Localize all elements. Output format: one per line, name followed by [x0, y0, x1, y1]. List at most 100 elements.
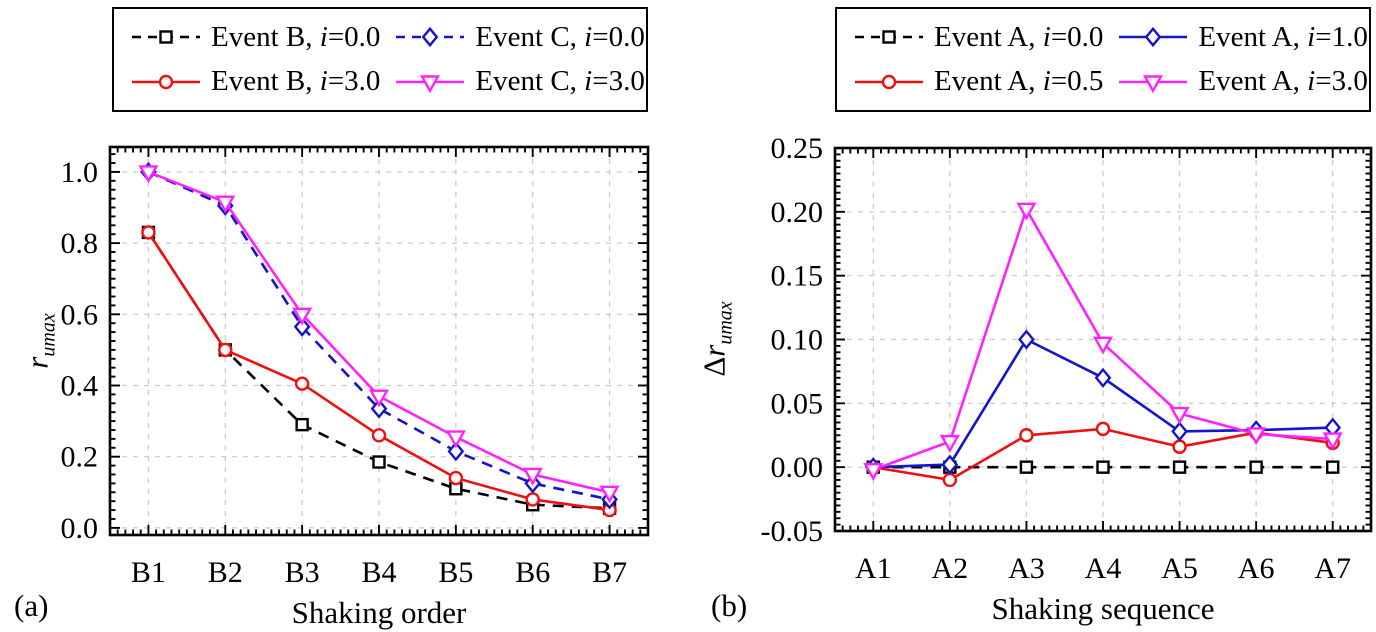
- legend-item-event-a-i-3-0: Event A, i=3.0: [1103, 65, 1368, 98]
- circle-marker: [525, 492, 540, 507]
- legend-label: Event C, i=3.0: [475, 65, 645, 98]
- y-tick-label: 0.00: [771, 451, 824, 484]
- panel-b-plot: A1 A2 A3 A4 A5 A6 A7 -0.05 0.00 0.05 0.10 0.15 0.20 0…: [761, 132, 1373, 626]
- x-tick-label: B2: [208, 556, 243, 589]
- y-tick-label: 1.0: [61, 156, 99, 189]
- diamond-marker: [1094, 367, 1112, 388]
- triangle-down-marker: [368, 389, 390, 408]
- square-marker: [1326, 460, 1340, 474]
- panel-a-legend: Event B, i=0.0 Event C, i=0.0 Event B, i=3…: [112, 7, 648, 112]
- x-tick-label: B5: [438, 556, 473, 589]
- diamond-marker: [941, 454, 959, 475]
- x-tick-label: B1: [131, 556, 166, 589]
- panel-b-y-axis-title: Δrumax: [696, 301, 737, 376]
- panel-a-label: (a): [14, 588, 49, 623]
- legend-sample-diamond-icon: [396, 27, 465, 48]
- y-tick-label: -0.05: [761, 515, 824, 548]
- diamond-marker: [293, 316, 311, 337]
- triangle-down-marker: [420, 75, 441, 94]
- square-marker: [1249, 460, 1263, 474]
- triangle-down-marker: [1143, 75, 1164, 94]
- y-tick-label: 0.15: [771, 260, 824, 293]
- triangle-down-marker: [939, 434, 960, 453]
- panel-a-plot: B1 B2 B3 B4 B5 B6 B7 0.0 0.2 0.4 0.6 0.8 1.0 Shaking …: [61, 145, 650, 630]
- legend-item-event-a-i-1-0: Event A, i=1.0: [1103, 20, 1368, 54]
- square-marker: [295, 417, 309, 432]
- y-tick-label: 0.6: [61, 298, 99, 331]
- triangle-down-marker: [863, 463, 884, 481]
- legend-label: Event B, i=3.0: [211, 65, 381, 98]
- triangle-down-marker: [522, 467, 543, 486]
- x-axis-title: Shaking sequence: [992, 591, 1215, 626]
- y-tick-label: 0.25: [771, 132, 824, 165]
- y-tick-label: 0.10: [771, 324, 824, 357]
- legend-label: Event A, i=0.0: [934, 20, 1104, 53]
- legend-sample-circle-icon: [132, 74, 200, 89]
- circle-marker: [218, 342, 233, 358]
- y-axis-title-prefix: Δ: [696, 356, 732, 377]
- square-marker: [159, 30, 173, 44]
- triangle-down-marker: [1169, 406, 1190, 425]
- panel-b-label: (b): [711, 588, 748, 623]
- y-tick-label: 0.0: [61, 512, 99, 545]
- y-axis-title-symbol: r: [19, 356, 55, 369]
- triangle-down-marker: [1322, 432, 1343, 451]
- triangle-down-marker: [138, 165, 159, 184]
- x-tick-label: A3: [1008, 552, 1045, 585]
- circle-marker: [294, 376, 310, 391]
- legend-item-event-a-i-0-0: Event A, i=0.0: [839, 21, 1103, 54]
- panel-a-y-axis-title: rumax: [19, 313, 60, 368]
- legend-sample-circle-icon: [855, 74, 923, 89]
- diamond-marker: [1018, 329, 1035, 350]
- legend-item-event-b-i-3-0: Event B, i=3.0: [116, 65, 380, 98]
- x-tick-label: B6: [515, 556, 550, 589]
- diamond-marker: [1145, 27, 1162, 48]
- triangle-down-marker: [1246, 427, 1267, 446]
- x-tick-label: A2: [932, 552, 969, 585]
- legend-sample-diamond-icon: [1119, 27, 1188, 48]
- x-tick-label: B4: [361, 556, 396, 589]
- legend-sample-triangle-down-icon: [396, 75, 465, 94]
- diamond-marker: [447, 441, 465, 462]
- plot-frame: [833, 146, 1373, 533]
- circle-marker: [1095, 421, 1111, 437]
- triangle-down-marker: [599, 485, 620, 504]
- panel-b-legend: Event A, i=0.0 Event A, i=1.0 Event A, i=0…: [835, 7, 1371, 112]
- y-tick-label: 0.4: [61, 369, 99, 402]
- circle-marker: [158, 74, 174, 89]
- x-tick-label: A5: [1161, 552, 1198, 585]
- diamond-marker: [422, 27, 439, 48]
- square-marker: [882, 30, 896, 44]
- x-tick-label: B7: [592, 556, 627, 589]
- x-tick-label: A7: [1314, 552, 1351, 585]
- legend-label: Event A, i=3.0: [1198, 65, 1368, 98]
- legend-label: Event A, i=0.5: [934, 65, 1104, 98]
- y-tick-label: 0.20: [771, 196, 824, 229]
- square-marker: [1019, 460, 1034, 474]
- legend-sample-square-icon: [855, 30, 923, 44]
- x-tick-label: A4: [1085, 552, 1122, 585]
- triangle-down-marker: [215, 195, 236, 214]
- legend-item-event-c-i-0-0: Event C, i=0.0: [380, 20, 645, 54]
- diamond-marker: [370, 398, 388, 419]
- circle-marker: [141, 225, 156, 240]
- plot-frame: [108, 145, 650, 537]
- y-tick-label: 0.2: [61, 441, 99, 474]
- circle-marker: [942, 472, 958, 488]
- y-tick-label: 0.8: [61, 227, 99, 260]
- legend-label: Event C, i=0.0: [475, 20, 645, 53]
- y-axis-title-subscript: umax: [37, 313, 60, 357]
- x-tick-label: A1: [855, 552, 892, 585]
- circle-marker: [448, 470, 464, 486]
- y-axis-title-subscript: umax: [714, 301, 737, 345]
- square-marker: [1096, 460, 1110, 474]
- x-axis-title: Shaking order: [292, 595, 467, 630]
- circle-marker: [371, 428, 387, 443]
- square-marker: [372, 455, 386, 469]
- legend-item-event-b-i-0-0: Event B, i=0.0: [116, 21, 380, 54]
- series-line-event-c-i-3-0: [147, 170, 610, 494]
- legend-item-event-c-i-3-0: Event C, i=3.0: [380, 65, 645, 98]
- legend-label: Event A, i=1.0: [1198, 20, 1368, 53]
- circle-marker: [1172, 439, 1187, 454]
